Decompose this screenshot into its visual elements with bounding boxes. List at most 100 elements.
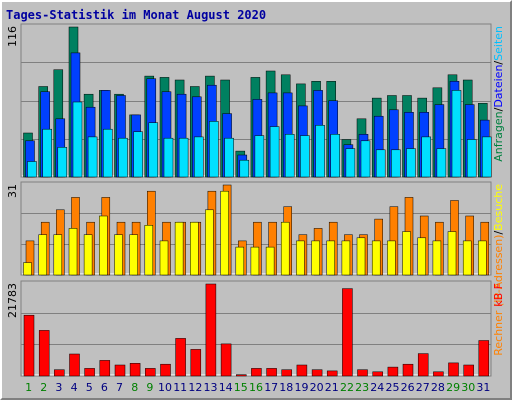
- day-label-13: 13: [204, 381, 218, 394]
- bar-besuche-day-20: [311, 240, 320, 276]
- day-label-25: 25: [386, 381, 400, 394]
- bar-besuche-day-29: [447, 231, 457, 276]
- bar-seiten-day-19: [300, 135, 310, 178]
- bar-seiten-day-31: [482, 136, 492, 178]
- bar-seiten-day-13: [209, 121, 219, 178]
- bar-kb-f-day-11: [175, 338, 186, 377]
- bar-seiten-day-6: [103, 128, 113, 178]
- legend-part: kB F: [492, 283, 505, 307]
- bar-besuche-day-14: [220, 190, 229, 276]
- bar-kb-f-day-5: [84, 368, 95, 377]
- bar-kb-f-day-7: [114, 364, 126, 377]
- bar-besuche-day-17: [265, 246, 275, 276]
- day-label-15: 15: [234, 381, 248, 394]
- chart-title: Tages-Statistik im Monat August 2020: [6, 8, 267, 22]
- panel-1-ymax-label: 31: [6, 184, 19, 198]
- bar-seiten-day-30: [466, 139, 477, 178]
- panel-0-legend: Anfragen/Dateien/Seiten: [492, 26, 505, 162]
- bar-kb-f-day-31: [478, 340, 490, 377]
- bar-seiten-day-4: [72, 101, 83, 178]
- bar-seiten-day-21: [330, 134, 340, 178]
- day-label-3: 3: [55, 381, 62, 394]
- day-label-31: 31: [476, 381, 490, 394]
- panel-2-background: [20, 280, 492, 377]
- bar-besuche-day-7: [114, 234, 123, 276]
- day-label-22: 22: [340, 381, 354, 394]
- bar-besuche-day-11: [174, 221, 184, 276]
- bar-besuche-day-3: [53, 234, 63, 276]
- bar-besuche-day-10: [159, 240, 169, 276]
- day-label-24: 24: [370, 381, 384, 394]
- bar-kb-f-day-24: [372, 371, 383, 377]
- bar-kb-f-day-19: [296, 364, 308, 377]
- bar-kb-f-day-9: [145, 368, 156, 377]
- bar-kb-f-day-18: [281, 369, 292, 377]
- day-label-9: 9: [146, 381, 153, 394]
- bar-seiten-day-12: [194, 136, 204, 178]
- panel-2-ymax-label: 21783: [6, 283, 19, 318]
- bar-seiten-day-1: [27, 161, 37, 178]
- bar-seiten-day-18: [284, 134, 295, 178]
- bar-besuche-day-22: [341, 240, 351, 276]
- bar-kb-f-day-13: [205, 283, 217, 377]
- bar-seiten-day-3: [57, 147, 68, 178]
- bar-seiten-day-7: [118, 137, 128, 178]
- legend-part: Anfragen: [492, 111, 505, 161]
- bar-besuche-day-2: [38, 234, 47, 276]
- bar-seiten-day-5: [87, 136, 98, 178]
- bar-seiten-day-24: [375, 149, 386, 178]
- bar-kb-f-day-2: [38, 330, 50, 377]
- day-label-7: 7: [116, 381, 123, 394]
- bar-kb-f-day-29: [448, 362, 459, 377]
- bar-kb-f-day-1: [23, 314, 35, 377]
- bar-seiten-day-25: [391, 149, 401, 178]
- bar-kb-f-day-4: [69, 353, 80, 377]
- day-label-28: 28: [431, 381, 445, 394]
- legend-part: Rechner (IP-Adressen): [492, 235, 505, 356]
- day-label-18: 18: [279, 381, 293, 394]
- bar-seiten-day-15: [239, 159, 250, 178]
- day-label-29: 29: [446, 381, 460, 394]
- bar-kb-f-day-26: [402, 363, 414, 377]
- bar-seiten-day-29: [451, 90, 462, 178]
- day-label-1: 1: [25, 381, 32, 394]
- legend-part: Besuche: [492, 184, 505, 231]
- bar-seiten-day-16: [254, 135, 265, 178]
- day-label-21: 21: [325, 381, 339, 394]
- bar-besuche-day-31: [478, 240, 487, 276]
- legend-part: /: [492, 61, 505, 65]
- panel-0-ymax-label: 116: [6, 26, 19, 47]
- bar-kb-f-day-27: [417, 353, 429, 377]
- bar-seiten-day-17: [269, 126, 280, 178]
- panel-1-legend: Rechner (IP-Adressen)/Besuche: [492, 184, 505, 356]
- day-label-12: 12: [188, 381, 202, 394]
- day-label-17: 17: [264, 381, 278, 394]
- bar-besuche-day-13: [205, 209, 214, 276]
- bar-besuche-day-21: [326, 240, 335, 276]
- bar-kb-f-day-23: [357, 369, 368, 377]
- panel-2-legend: kB F: [492, 283, 505, 307]
- bar-besuche-day-4: [68, 228, 78, 276]
- day-label-10: 10: [158, 381, 172, 394]
- day-label-11: 11: [173, 381, 187, 394]
- bar-besuche-day-24: [371, 240, 381, 276]
- bar-kb-f-day-28: [433, 371, 444, 377]
- bar-kb-f-day-14: [220, 343, 232, 377]
- bar-kb-f-day-6: [99, 360, 111, 377]
- bar-seiten-day-10: [163, 137, 174, 178]
- day-label-5: 5: [86, 381, 93, 394]
- day-label-8: 8: [131, 381, 138, 394]
- bar-kb-f-day-16: [251, 368, 262, 377]
- bar-besuche-day-26: [402, 231, 411, 276]
- bar-besuche-day-28: [432, 240, 442, 276]
- bar-seiten-day-9: [148, 122, 159, 178]
- bar-seiten-day-11: [178, 137, 189, 178]
- day-label-6: 6: [101, 381, 108, 394]
- day-label-2: 2: [40, 381, 47, 394]
- bar-kb-f-day-17: [266, 368, 277, 377]
- day-label-16: 16: [249, 381, 263, 394]
- day-label-19: 19: [295, 381, 309, 394]
- bar-kb-f-day-10: [160, 363, 171, 377]
